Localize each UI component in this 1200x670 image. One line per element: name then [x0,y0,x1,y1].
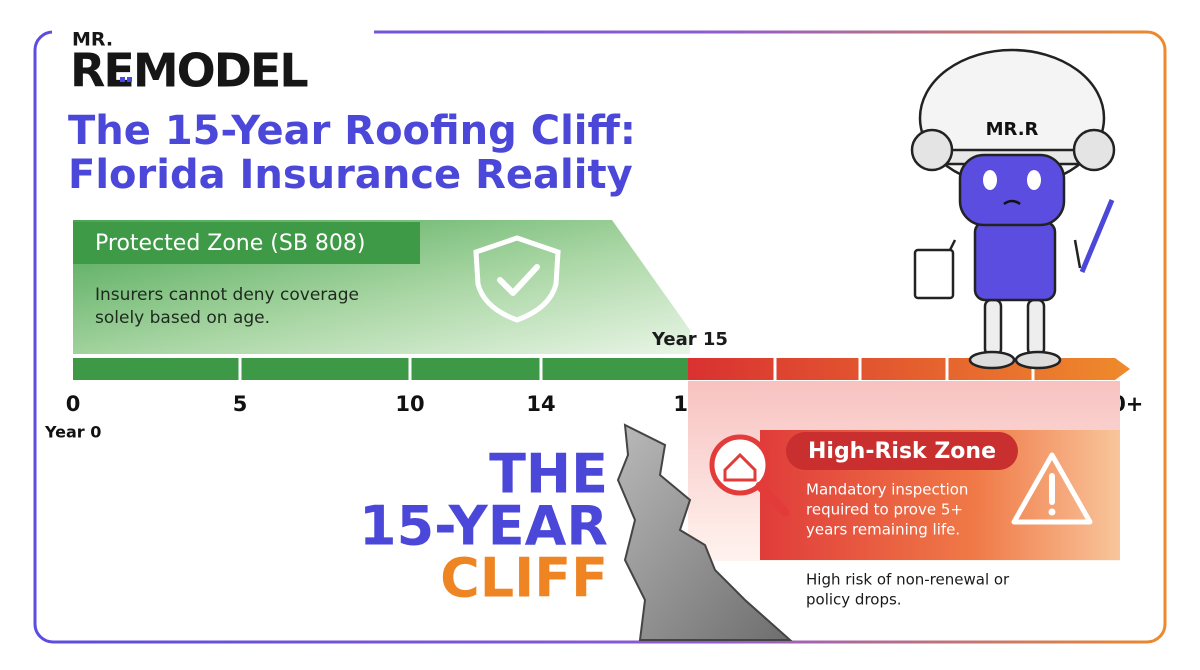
mascot-clipboard [913,248,955,300]
logo-icon [120,77,125,82]
footnote: policy drops. [806,591,902,609]
mascot-eye [1027,170,1041,190]
shield-icon [473,235,561,323]
timeline-tick-label: 14 [526,392,555,416]
mascot-leg [1026,298,1046,357]
cliff-heading: 15-YEAR [359,495,608,558]
frame [33,30,1167,644]
logo-icon [127,77,132,82]
mascot-badge: MR.R [986,119,1039,140]
mascot-foot [968,350,1016,370]
frame-gap [52,20,374,50]
mascot-vest [973,220,1057,302]
cliff-rock [616,423,793,641]
title-line: Florida Insurance Reality [68,152,633,198]
timeline-tick-label: 10 [395,392,424,416]
high-risk-zone: High-Risk Zone Mandatory inspection requ… [688,381,1120,561]
risk-title: High-Risk Zone [808,439,996,464]
mascot-leg [983,298,1003,357]
cliff-heading: CLIFF [440,547,608,610]
mascot-eye [983,170,997,190]
risk-body: required to prove 5+ [806,501,963,519]
protected-body: solely based on age. [95,308,270,328]
mascot-earmuff [1072,128,1116,172]
timeline-tick-label: 0 [66,392,81,416]
year-15-marker: Year 15 [651,329,728,350]
cliff-heading: THE [489,443,608,506]
protected-zone: Protected Zone (SB 808) Insurers cannot … [73,220,690,354]
footnote: High risk of non-renewal or [806,571,1010,589]
house-icon [723,452,757,482]
mascot-mouth [1003,199,1021,206]
warning-dot [1048,508,1056,516]
title-line: The 15-Year Roofing Cliff: [68,108,636,154]
warning-icon [1011,452,1093,525]
protected-title: Protected Zone (SB 808) [95,231,366,256]
logo: MR. REMODEL [70,29,310,98]
protected-body: Insurers cannot deny coverage [95,285,359,305]
timeline-tick-label: 5 [233,392,248,416]
protected-title-bar [73,222,420,264]
risk-body: Mandatory inspection [806,481,968,499]
mascot-pointer [1079,199,1115,273]
logo-main: REMODEL [70,44,308,98]
risk-title-pill [786,432,1018,470]
protected-bar [73,358,688,380]
mascot: MR.R [910,48,1116,370]
logo-top: MR. [72,29,113,51]
mascot-face [958,153,1066,227]
check-icon [497,264,540,296]
mascot-foot [1014,350,1062,370]
risk-body: years remaining life. [806,521,960,539]
mascot-earmuff [910,128,954,172]
risk-bar [688,358,1130,380]
year-0-label: Year 0 [44,423,101,442]
inspect-handle [755,481,790,517]
mascot-arm [1073,239,1082,269]
